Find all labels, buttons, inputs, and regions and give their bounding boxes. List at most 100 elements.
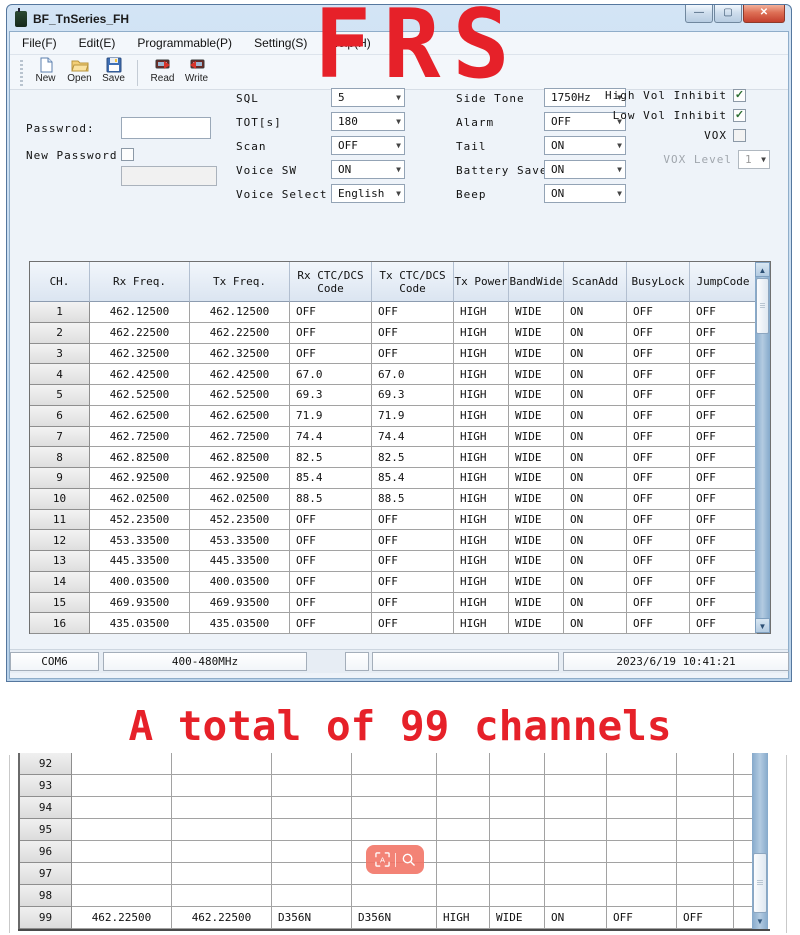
cell[interactable]	[437, 753, 490, 775]
cell[interactable]: OFF	[690, 571, 757, 593]
cell[interactable]	[437, 775, 490, 797]
table-row[interactable]: 99 462.22500 462.22500 D356N D356N HIGH WIDE ON…	[20, 907, 752, 929]
cell[interactable]: OFF	[627, 426, 690, 448]
cell[interactable]: OFF	[290, 509, 372, 531]
cell[interactable]	[272, 753, 352, 775]
cell[interactable]: 85.4	[372, 468, 454, 489]
table-row[interactable]: 94	[20, 797, 752, 819]
cell[interactable]	[172, 841, 272, 863]
cell[interactable]: OFF	[677, 907, 734, 929]
cell[interactable]: 462.52500	[90, 385, 190, 406]
cell[interactable]	[72, 819, 172, 841]
cell[interactable]: OFF	[627, 322, 690, 344]
cell[interactable]: ON	[564, 613, 627, 634]
cell[interactable]	[437, 863, 490, 885]
cell[interactable]: ON	[564, 322, 627, 344]
alarm-select[interactable]: OFF ▼	[544, 112, 626, 131]
column-header[interactable]: ScanAdd	[564, 262, 627, 302]
table-row[interactable]: 97	[20, 863, 752, 885]
cell[interactable]	[352, 797, 437, 819]
cell[interactable]: OFF	[372, 322, 454, 344]
open-button[interactable]: Open	[63, 57, 96, 84]
voice-select-select[interactable]: English ▼	[331, 184, 405, 203]
cell[interactable]: OFF	[690, 592, 757, 614]
cell[interactable]: ON	[545, 907, 607, 929]
cell[interactable]: 462.62500	[190, 405, 290, 427]
cell[interactable]: OFF	[372, 613, 454, 634]
cell[interactable]: ON	[564, 551, 627, 572]
cell[interactable]: 69.3	[372, 385, 454, 406]
cell[interactable]: OFF	[690, 613, 757, 634]
menu-programmable[interactable]: Programmable(P)	[137, 36, 233, 50]
tail-select[interactable]: ON ▼	[544, 136, 626, 155]
cell[interactable]: OFF	[290, 302, 372, 323]
cell[interactable]: 452.23500	[190, 509, 290, 531]
cell[interactable]: WIDE	[509, 613, 564, 634]
cell[interactable]	[607, 819, 677, 841]
cell[interactable]: OFF	[690, 530, 757, 551]
cell[interactable]	[437, 797, 490, 819]
cell[interactable]: HIGH	[454, 405, 509, 427]
cell[interactable]: OFF	[627, 509, 690, 531]
cell[interactable]: 82.5	[290, 447, 372, 468]
table-row[interactable]: 6 462.62500 462.62500 71.9 71.9 HIGH WIDE ON OFF…	[30, 405, 770, 427]
table-row[interactable]: 7 462.72500 462.72500 74.4 74.4 HIGH WIDE ON OFF…	[30, 426, 770, 448]
cell[interactable]	[677, 753, 734, 775]
cell[interactable]	[545, 841, 607, 863]
cell[interactable]: OFF	[690, 509, 757, 531]
cell[interactable]: ON	[564, 426, 627, 448]
table-row[interactable]: 4 462.42500 462.42500 67.0 67.0 HIGH WIDE ON OFF…	[30, 364, 770, 385]
cell[interactable]: HIGH	[454, 385, 509, 406]
table-row[interactable]: 5 462.52500 462.52500 69.3 69.3 HIGH WIDE ON OFF…	[30, 385, 770, 406]
cell[interactable]	[677, 863, 734, 885]
cell[interactable]: HIGH	[454, 343, 509, 365]
scan-select[interactable]: OFF ▼	[331, 136, 405, 155]
cell[interactable]: 462.92500	[190, 468, 290, 489]
cell[interactable]	[490, 819, 545, 841]
cell[interactable]: OFF	[627, 551, 690, 572]
column-header[interactable]: BusyLock	[627, 262, 690, 302]
cell[interactable]	[352, 775, 437, 797]
cell[interactable]: OFF	[690, 302, 757, 323]
cell[interactable]	[172, 819, 272, 841]
cell[interactable]: OFF	[690, 364, 757, 385]
table-scrollbar[interactable]: ▲ ▼	[755, 262, 770, 633]
cell[interactable]: ON	[564, 592, 627, 614]
cell[interactable]: OFF	[690, 426, 757, 448]
column-header[interactable]: BandWide	[509, 262, 564, 302]
cell[interactable]: 462.22500	[90, 322, 190, 344]
cell[interactable]	[72, 775, 172, 797]
table-row[interactable]: 10 462.02500 462.02500 88.5 88.5 HIGH WIDE ON OF…	[30, 488, 770, 510]
cell[interactable]: WIDE	[509, 592, 564, 614]
table-row[interactable]: 1 462.12500 462.12500 OFF OFF HIGH WIDE ON OFF OF…	[30, 302, 770, 323]
cell[interactable]: WIDE	[509, 405, 564, 427]
cell[interactable]: HIGH	[454, 592, 509, 614]
cell[interactable]: WIDE	[509, 530, 564, 551]
cell[interactable]	[734, 863, 752, 885]
cell[interactable]: OFF	[627, 571, 690, 593]
table-row[interactable]: 15 469.93500 469.93500 OFF OFF HIGH WIDE ON OFF O…	[30, 592, 770, 614]
cell[interactable]: OFF	[372, 302, 454, 323]
table-row[interactable]: 13 445.33500 445.33500 OFF OFF HIGH WIDE ON OFF O…	[30, 551, 770, 572]
cell[interactable]: OFF	[627, 613, 690, 634]
menu-help[interactable]: Help(H)	[329, 36, 371, 50]
cell[interactable]	[545, 885, 607, 907]
cell[interactable]: HIGH	[454, 551, 509, 572]
close-button[interactable]: ✕	[743, 5, 785, 23]
new-button[interactable]: New	[29, 57, 62, 84]
cell[interactable]: 462.22500	[190, 322, 290, 344]
cell[interactable]: OFF	[627, 447, 690, 468]
cell[interactable]	[352, 819, 437, 841]
cell[interactable]: OFF	[627, 405, 690, 427]
cell[interactable]: ON	[564, 405, 627, 427]
cell[interactable]: OFF	[690, 322, 757, 344]
table-row[interactable]: 9 462.92500 462.92500 85.4 85.4 HIGH WIDE ON OFF…	[30, 468, 770, 489]
cell[interactable]: WIDE	[509, 488, 564, 510]
cell[interactable]: OFF	[627, 488, 690, 510]
cell[interactable]: D356N	[352, 907, 437, 929]
cell[interactable]	[172, 753, 272, 775]
cell[interactable]	[172, 863, 272, 885]
vox-level-select[interactable]: 1 ▼	[738, 150, 770, 169]
cell[interactable]: WIDE	[490, 907, 545, 929]
cell[interactable]	[734, 753, 752, 775]
